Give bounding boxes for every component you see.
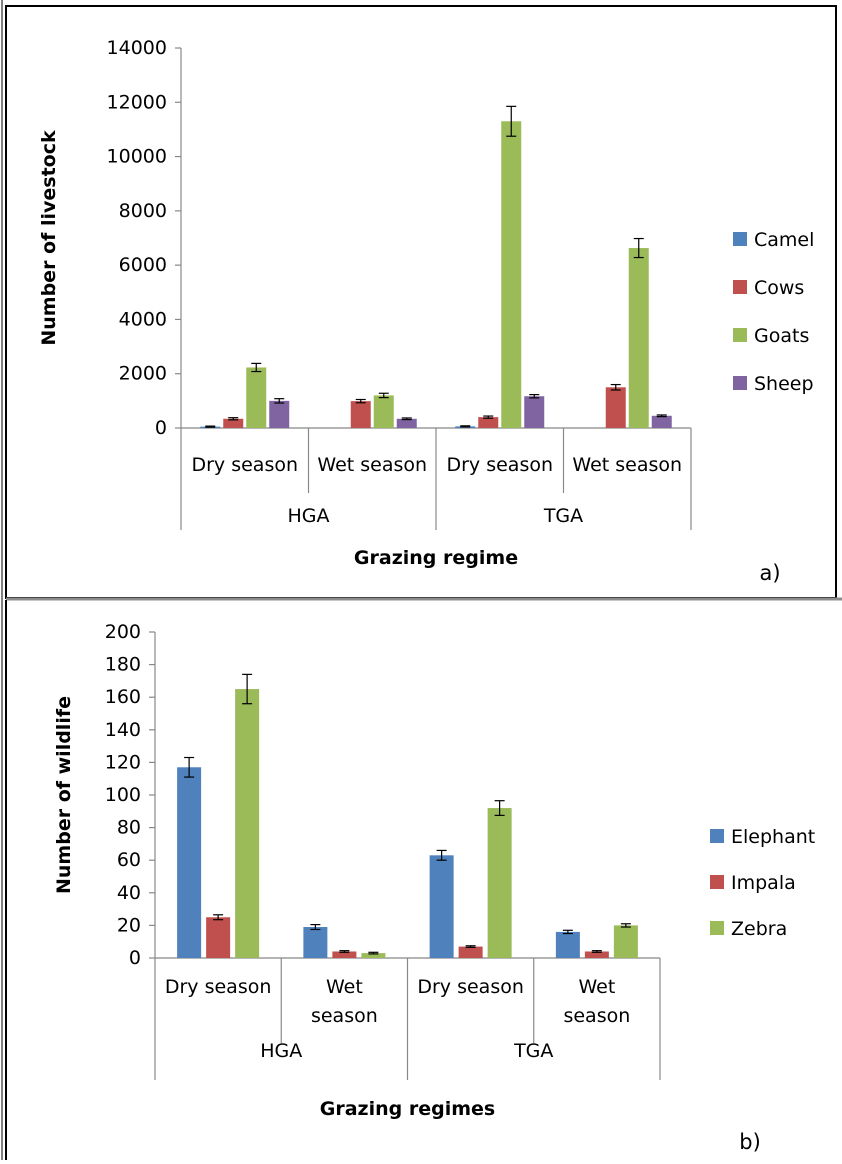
panel-b-bar-zebra [487, 808, 512, 958]
panel-a-y-tick-label: 6000 [119, 254, 167, 276]
panel-b-legend-label-elephant: Elephant [731, 826, 815, 848]
panel-a-legend-label-goats: Goats [754, 325, 809, 347]
panel-b-y-tick-label: 80 [117, 817, 141, 839]
panel-b-legend-swatch-impala [710, 875, 724, 889]
panel-a-y-axis-title: Number of livestock [38, 130, 60, 346]
panel-a-bar-goats [246, 367, 267, 428]
panel-b-bar-elephant [555, 931, 580, 958]
panel-b-y-tick-label: 0 [129, 947, 141, 969]
panel-b-bar-impala [584, 951, 609, 958]
panel-b-y-tick-label: 100 [105, 784, 141, 806]
panel-a-legend-label-sheep: Sheep [754, 373, 814, 395]
panel-a-bar-sheep [651, 415, 672, 428]
panel-a-bar-goats [628, 248, 649, 428]
panel-b-category-label: season [563, 1005, 630, 1027]
panel-a-category-label: Dry season [446, 454, 553, 476]
panel-b-bar-zebra [361, 953, 386, 958]
panel-a-legend-swatch-sheep [733, 376, 747, 390]
panel-a-bar-cows [478, 417, 499, 428]
panel-b-bar-elephant [429, 855, 454, 958]
panel-a-x-axis-title: Grazing regime [354, 547, 518, 569]
panel-a-legend-swatch-cows [733, 280, 747, 294]
panel-b-y-tick-label: 200 [105, 621, 141, 643]
panel-a-y-tick-label: 4000 [119, 308, 167, 330]
panel-b-category-label: Dry season [165, 976, 272, 998]
panel-b-legend-swatch-elephant [710, 829, 724, 843]
panel-a-bar-sheep [524, 396, 545, 428]
panel-b-group-label: HGA [260, 1040, 302, 1062]
panel-b-bar-zebra [613, 925, 638, 958]
panel-b-y-tick-label: 180 [105, 654, 141, 676]
panel-a-bar-sheep [269, 400, 290, 428]
panel-a-category-label: Dry season [191, 454, 298, 476]
panel-b-legend-swatch-zebra [710, 921, 724, 935]
panel-b-category-label: Wet [578, 976, 615, 998]
panel-b-bar-impala [206, 917, 231, 958]
panel-a-bar-cows [223, 418, 244, 428]
panel-b-legend-label-impala: Impala [731, 872, 796, 894]
panel-a-bar-goats [373, 395, 394, 428]
panel-a-y-tick-label: 12000 [107, 91, 167, 113]
panel-b-bar-elephant [177, 767, 202, 958]
panel-a-y-tick-label: 2000 [119, 363, 167, 385]
panel-b-category-label: Wet [326, 976, 363, 998]
panel-a-legend-label-camel: Camel [754, 229, 814, 251]
panel-b-bar-impala [458, 946, 483, 958]
panel-a-y-tick-label: 10000 [107, 146, 167, 168]
panel-b-legend-label-zebra: Zebra [731, 918, 787, 940]
panel-a-bar-cows [605, 387, 626, 428]
panel-b-y-axis-title: Number of wildlife [53, 696, 75, 894]
panel-b-y-tick-label: 20 [117, 914, 141, 936]
panel-a-group-label: HGA [287, 505, 329, 527]
panel-a-category-label: Wet season [317, 454, 427, 476]
panel-a-y-tick-label: 0 [155, 417, 167, 439]
panel-b-y-tick-label: 140 [105, 719, 141, 741]
panel-a-bar-sheep [396, 418, 417, 428]
panel-b-label: b) [739, 1130, 761, 1154]
panel-a-y-tick-label: 14000 [107, 37, 167, 59]
panel-a-label: a) [759, 561, 780, 585]
panel-a-group-label: TGA [543, 505, 583, 527]
panel-b-bar-elephant [303, 927, 328, 958]
panel-b-bar-zebra [235, 689, 260, 958]
panel-a-bar-cows [350, 401, 371, 428]
panel-b-y-tick-label: 40 [117, 882, 141, 904]
panel-b-y-tick-label: 120 [105, 751, 141, 773]
panel-b-bar-impala [332, 951, 357, 958]
panel-a-y-tick-label: 8000 [119, 200, 167, 222]
panel-b-y-tick-label: 160 [105, 686, 141, 708]
panel-b-y-tick-label: 60 [117, 849, 141, 871]
panel-b-x-axis-title: Grazing regimes [320, 1098, 495, 1120]
panel-b-group-label: TGA [513, 1040, 553, 1062]
panel-a-bar-goats [501, 121, 522, 429]
panel-a-category-label: Wet season [572, 454, 682, 476]
panel-a-legend-swatch-goats [733, 328, 747, 342]
panel-a-legend-label-cows: Cows [754, 277, 804, 299]
panel-b-category-label: Dry season [417, 976, 524, 998]
panel-a-legend-swatch-camel [733, 232, 747, 246]
panel-b-category-label: season [311, 1005, 378, 1027]
